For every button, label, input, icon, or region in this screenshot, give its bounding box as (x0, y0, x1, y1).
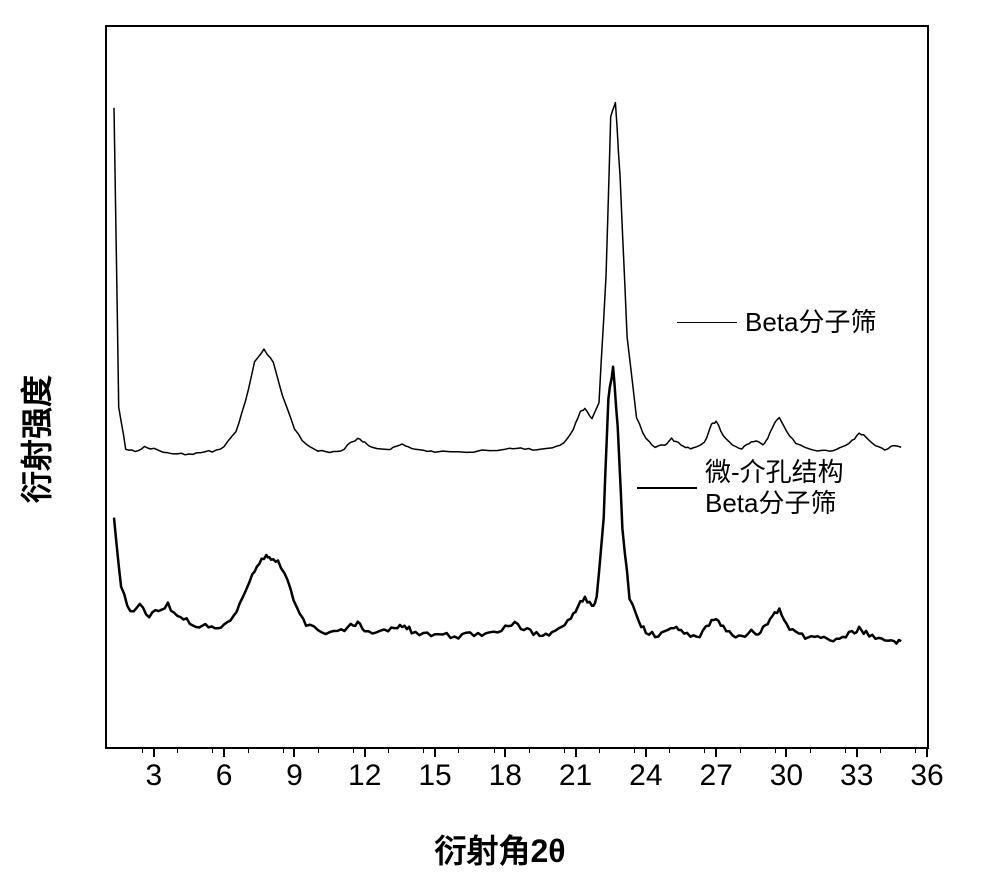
x-tick (645, 747, 647, 757)
legend-line-icon (637, 487, 697, 490)
plot-area: Beta分子筛 微-介孔结构 Beta分子筛 36912151821242730… (105, 25, 929, 749)
x-tick-label: 15 (418, 759, 451, 793)
x-tick-label: 24 (629, 759, 662, 793)
legend-micro-meso: 微-介孔结构 Beta分子筛 (637, 457, 844, 519)
x-axis-label: 衍射角2θ (434, 826, 565, 872)
x-tick-minor (740, 747, 741, 753)
x-tick (926, 747, 928, 757)
x-tick-minor (458, 747, 459, 753)
x-tick-minor (880, 747, 881, 753)
x-tick-minor (810, 747, 811, 753)
x-tick-minor (529, 747, 530, 753)
xrd-chart: 衍射强度 Beta分子筛 微-介孔结构 Beta分子筛 369121518212… (0, 0, 1000, 877)
x-tick (364, 747, 366, 757)
x-tick-minor (494, 747, 495, 753)
legend-line-icon (677, 322, 737, 324)
x-tick (856, 747, 858, 757)
x-tick-minor (283, 747, 284, 753)
x-tick (153, 747, 155, 757)
x-tick-label: 9 (286, 759, 303, 793)
x-tick-label: 30 (770, 759, 803, 793)
x-tick-minor (669, 747, 670, 753)
x-tick-minor (915, 747, 916, 753)
legend-micro-meso-line2: Beta分子筛 (705, 488, 837, 518)
x-tick (504, 747, 506, 757)
series-Beta分子筛 (114, 103, 901, 455)
x-tick (785, 747, 787, 757)
x-tick-minor (845, 747, 846, 753)
x-tick-minor (423, 747, 424, 753)
x-tick-label: 3 (146, 759, 163, 793)
legend-beta: Beta分子筛 (677, 307, 877, 338)
x-tick-minor (212, 747, 213, 753)
y-axis-label: 衍射强度 (12, 374, 58, 502)
x-tick (434, 747, 436, 757)
x-tick (223, 747, 225, 757)
x-tick-label: 18 (489, 759, 522, 793)
x-tick (575, 747, 577, 757)
x-tick-label: 12 (348, 759, 381, 793)
x-tick (293, 747, 295, 757)
x-tick-minor (177, 747, 178, 753)
x-tick-label: 36 (910, 759, 943, 793)
x-tick-minor (704, 747, 705, 753)
x-tick-minor (564, 747, 565, 753)
curves-svg (107, 27, 927, 747)
legend-beta-label: Beta分子筛 (745, 307, 877, 338)
x-tick-minor (599, 747, 600, 753)
x-tick-minor (248, 747, 249, 753)
legend-micro-meso-label: 微-介孔结构 Beta分子筛 (705, 457, 844, 519)
legend-micro-meso-line1: 微-介孔结构 (705, 457, 844, 487)
x-tick-minor (388, 747, 389, 753)
x-tick-minor (318, 747, 319, 753)
x-tick-minor (353, 747, 354, 753)
x-tick-minor (142, 747, 143, 753)
x-tick-label: 6 (216, 759, 233, 793)
x-tick-minor (775, 747, 776, 753)
x-tick-label: 21 (559, 759, 592, 793)
x-tick (715, 747, 717, 757)
x-tick-minor (634, 747, 635, 753)
x-tick-label: 33 (840, 759, 873, 793)
x-tick-label: 27 (699, 759, 732, 793)
